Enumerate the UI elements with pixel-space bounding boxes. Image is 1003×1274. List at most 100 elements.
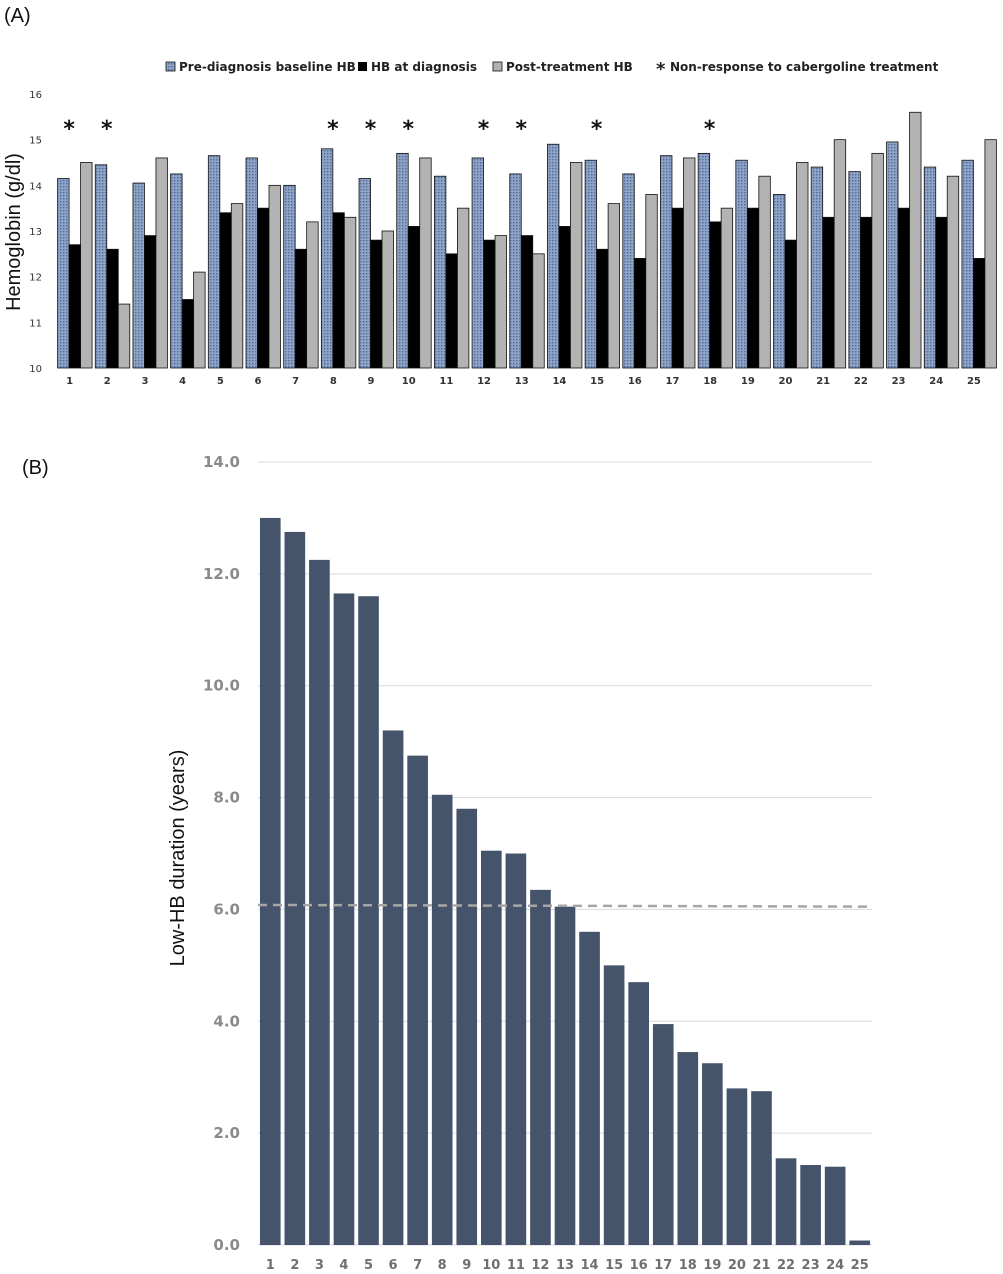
x-tick-label-b: 5 — [364, 1258, 373, 1273]
x-tick-label-b: 2 — [290, 1258, 299, 1273]
y-axis-label-b: Low-HB duration (years) — [167, 750, 189, 967]
bars-b — [259, 517, 871, 1245]
bar-a-baseline — [396, 152, 409, 369]
bar-a-baseline — [886, 141, 899, 369]
bar-a-post — [230, 203, 244, 369]
bar-a-baseline — [773, 194, 786, 369]
bar-a-diagnosis — [784, 239, 797, 369]
bar-a-post — [117, 303, 131, 369]
x-tick-label-b: 25 — [851, 1258, 869, 1273]
bar-b — [309, 559, 330, 1245]
non-response-marker: * — [101, 117, 113, 142]
bar-a-diagnosis — [407, 226, 421, 369]
bar-a-post — [570, 162, 583, 369]
x-tick-label-a: 2 — [104, 376, 111, 387]
x-tick-label-b: 19 — [703, 1258, 721, 1273]
chart-b: Low-HB duration (years) 0.0 2.0 4.0 6.0 8.0 1… — [167, 453, 873, 1273]
bar-b — [530, 889, 551, 1245]
bar-b — [333, 593, 355, 1245]
bar-a-post — [532, 253, 545, 369]
y-tick-label-b: 12.0 — [203, 565, 240, 583]
x-tick-label-a: 12 — [477, 376, 491, 387]
y-ticks-b: 0.0 2.0 4.0 6.0 8.0 10.0 12.0 14.0 — [203, 453, 240, 1254]
bar-b — [579, 931, 600, 1245]
bar-a-diagnosis — [219, 212, 232, 369]
x-tick-label-b: 20 — [728, 1258, 746, 1273]
bar-b — [628, 982, 649, 1245]
x-tick-label-b: 24 — [826, 1258, 844, 1273]
non-response-marker: * — [591, 117, 603, 142]
bar-b — [505, 853, 527, 1245]
reference-line-b — [257, 903, 873, 908]
bar-a-post — [494, 235, 507, 369]
x-tick-label-a: 16 — [628, 376, 642, 387]
y-tick-label-a: 15 — [29, 136, 42, 147]
x-tick-label-b: 15 — [605, 1258, 623, 1273]
y-tick-label-a: 14 — [29, 181, 42, 192]
bar-b — [702, 1063, 723, 1245]
bar-a-post — [80, 162, 93, 369]
bar-a-diagnosis — [935, 216, 948, 369]
bar-b — [554, 906, 576, 1245]
bar-a-baseline — [320, 148, 334, 369]
bar-a-post — [456, 207, 470, 369]
x-tick-label-a: 3 — [141, 376, 148, 387]
legend-a: Pre-diagnosis baseline HB HB at diagnosi… — [165, 59, 939, 80]
bar-a-post — [343, 216, 357, 369]
x-tick-label-a: 21 — [816, 376, 830, 387]
bar-a-post — [796, 162, 809, 369]
bar-a-post — [306, 221, 319, 369]
x-ticks-b: 1 2 3 4 5 6 7 8 9 10 11 12 13 14 15 16 17 18 19 20 21 22 23 24 2… — [266, 1258, 869, 1273]
y-axis-label-a: Hemoglobin (g/dl) — [3, 153, 25, 311]
legend-star-symbol: * — [656, 59, 666, 80]
legend-swatch-diagnosis — [358, 62, 367, 71]
bar-a-baseline — [584, 159, 598, 369]
x-tick-label-a: 6 — [255, 376, 262, 387]
bar-a-baseline — [57, 178, 70, 369]
x-tick-label-b: 18 — [679, 1258, 697, 1273]
bar-a-diagnosis — [106, 248, 119, 369]
x-tick-label-b: 21 — [752, 1258, 770, 1273]
x-tick-label-a: 8 — [330, 376, 337, 387]
x-tick-label-a: 22 — [854, 376, 868, 387]
bar-a-diagnosis — [332, 212, 345, 369]
bar-a-diagnosis — [746, 207, 760, 369]
bar-a-post — [683, 157, 696, 369]
bar-a-diagnosis — [709, 221, 722, 369]
legend-label-baseline: Pre-diagnosis baseline HB — [179, 60, 356, 74]
non-response-marker: * — [515, 117, 527, 142]
bar-b — [358, 596, 379, 1245]
bar-a-baseline — [170, 173, 183, 369]
y-tick-label-a: 10 — [29, 364, 42, 375]
x-tick-label-a: 23 — [892, 376, 906, 387]
bar-a-diagnosis — [596, 248, 609, 369]
x-tick-label-b: 22 — [777, 1258, 795, 1273]
y-tick-label-b: 4.0 — [213, 1012, 240, 1030]
bar-b — [751, 1091, 772, 1245]
panel-a-label: (A) — [4, 5, 31, 27]
non-response-marker: * — [327, 117, 339, 142]
bar-b — [652, 1024, 674, 1245]
bar-b — [603, 965, 625, 1245]
bar-b — [382, 730, 404, 1245]
x-tick-label-a: 4 — [179, 376, 186, 387]
bar-a-baseline — [94, 164, 108, 369]
x-tick-label-b: 7 — [413, 1258, 422, 1273]
bar-a-post — [758, 175, 771, 369]
bar-a-diagnosis — [822, 216, 835, 369]
x-tick-label-a: 10 — [402, 376, 416, 387]
bar-a-post — [193, 271, 206, 369]
panel-b-label: (B) — [22, 457, 49, 479]
legend-label-post: Post-treatment HB — [506, 60, 633, 74]
x-tick-label-a: 13 — [515, 376, 529, 387]
mean-dashed-line — [257, 903, 873, 908]
y-tick-label-b: 14.0 — [203, 453, 240, 471]
chart-a: Pre-diagnosis baseline HB HB at diagnosi… — [3, 59, 997, 387]
bar-b — [775, 1158, 797, 1245]
bar-a-post — [946, 175, 960, 369]
bar-a-diagnosis — [897, 207, 910, 369]
x-tick-label-a: 18 — [703, 376, 717, 387]
bar-a-baseline — [245, 157, 258, 369]
bar-a-diagnosis — [633, 257, 647, 369]
